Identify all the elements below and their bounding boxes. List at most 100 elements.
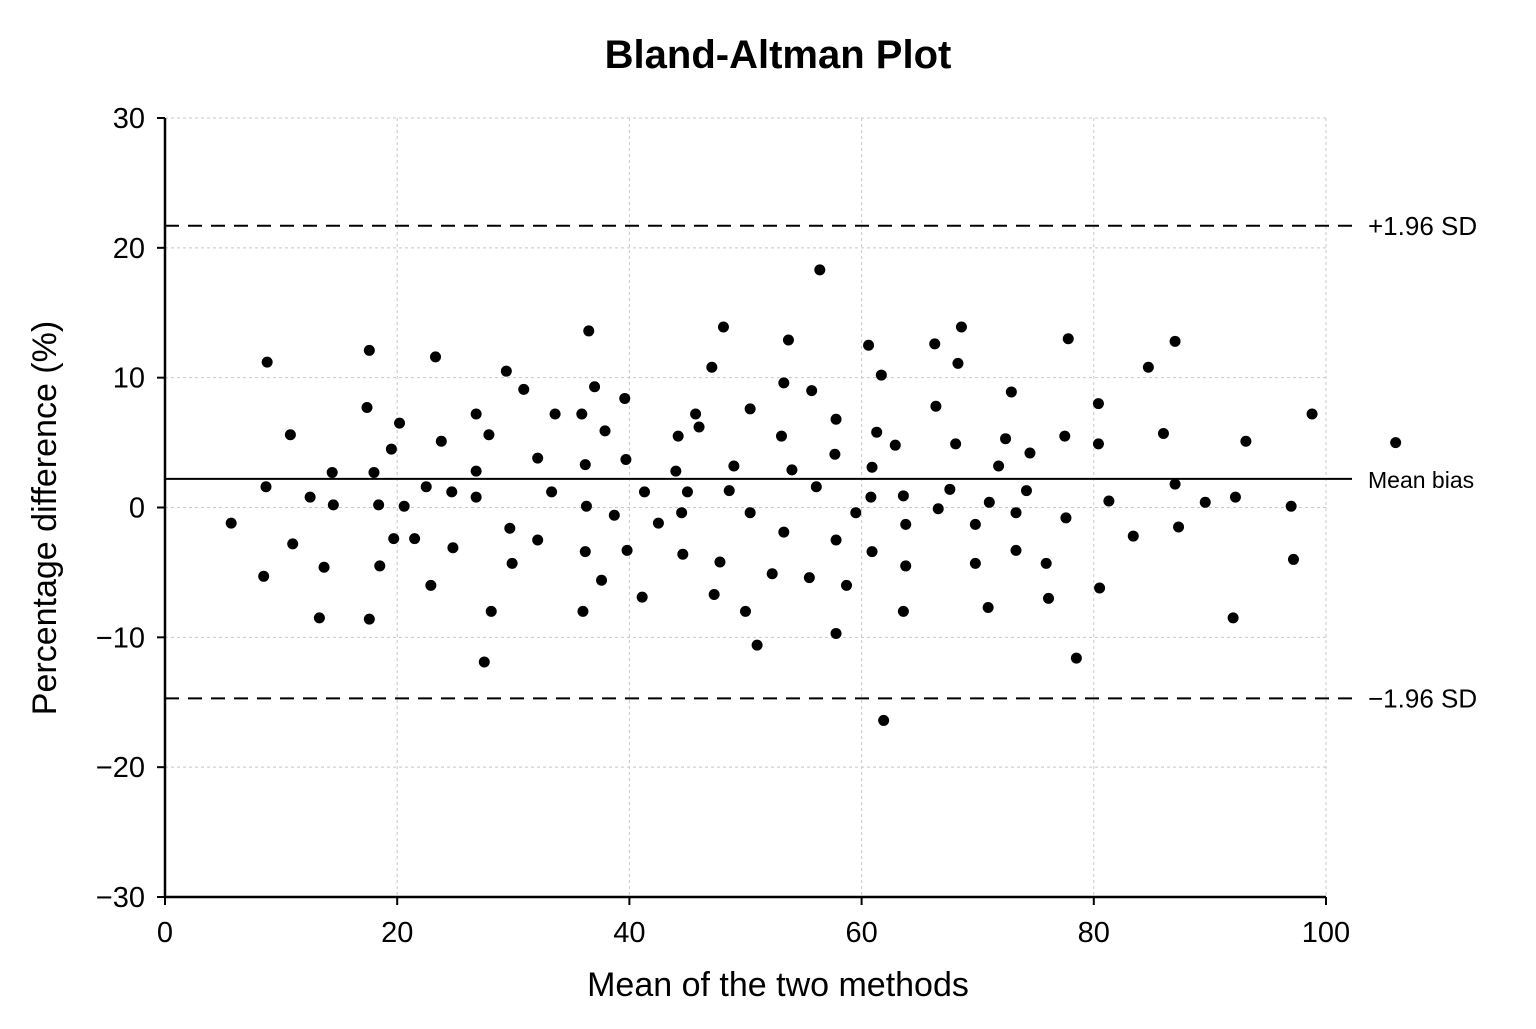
data-point <box>829 448 841 460</box>
data-point <box>810 481 822 493</box>
data-point <box>619 392 631 404</box>
data-point <box>385 443 397 455</box>
y-tick-label: 10 <box>113 363 145 395</box>
data-point <box>677 548 689 560</box>
data-point <box>672 430 684 442</box>
data-point <box>518 383 530 395</box>
data-point <box>326 466 338 478</box>
data-point <box>583 325 595 337</box>
mean-bias-label: Mean bias <box>1368 467 1474 493</box>
data-point <box>766 568 778 580</box>
data-point <box>830 534 842 546</box>
data-point <box>744 507 756 519</box>
data-point <box>368 466 380 478</box>
data-point <box>394 417 406 429</box>
x-tick-label: 100 <box>1302 917 1350 949</box>
data-point <box>950 438 962 450</box>
data-point <box>485 605 497 617</box>
data-point <box>470 491 482 503</box>
data-point <box>435 435 447 447</box>
data-point <box>1173 521 1185 533</box>
x-tick-label: 60 <box>845 917 877 949</box>
data-point <box>806 385 818 397</box>
data-point <box>900 518 912 530</box>
data-point <box>1169 478 1181 490</box>
data-point <box>900 560 912 572</box>
data-point <box>1287 553 1299 565</box>
data-point <box>373 499 385 511</box>
data-point <box>897 490 909 502</box>
data-point <box>782 334 794 346</box>
data-point <box>304 491 316 503</box>
data-point <box>871 426 883 438</box>
x-axis-label: Mean of the two methods <box>587 966 969 1004</box>
data-point <box>363 344 375 356</box>
data-point <box>638 486 650 498</box>
data-point <box>327 499 339 511</box>
data-point <box>723 485 735 497</box>
data-point <box>549 408 561 420</box>
data-point <box>470 408 482 420</box>
data-point <box>866 461 878 473</box>
y-tick-label: 30 <box>113 103 145 135</box>
y-axis-label: Percentage difference (%) <box>26 321 64 715</box>
data-point <box>1285 500 1297 512</box>
data-point <box>969 557 981 569</box>
data-point <box>478 656 490 668</box>
data-point <box>532 534 544 546</box>
lower-limit-label: −1.96 SD <box>1368 683 1477 713</box>
data-point <box>506 557 518 569</box>
data-point <box>830 627 842 639</box>
x-tick-label: 0 <box>157 917 173 949</box>
data-point <box>1092 438 1104 450</box>
data-point <box>636 591 648 603</box>
data-point <box>409 533 421 545</box>
data-point <box>225 517 237 529</box>
data-point <box>875 369 887 381</box>
data-point <box>1142 361 1154 373</box>
data-point <box>1306 408 1318 420</box>
grid-lines <box>165 117 1327 897</box>
x-tick-label: 40 <box>613 917 645 949</box>
data-point <box>751 639 763 651</box>
data-point <box>1094 582 1106 594</box>
data-point <box>1062 333 1074 345</box>
data-point <box>955 321 967 333</box>
data-point <box>932 503 944 515</box>
data-point <box>708 588 720 600</box>
y-tick-label: 20 <box>113 233 145 265</box>
data-point <box>841 579 853 591</box>
data-point <box>690 408 702 420</box>
data-point <box>1060 512 1072 524</box>
data-point <box>693 421 705 433</box>
data-point <box>983 496 995 508</box>
data-point <box>287 538 299 550</box>
data-point <box>546 486 558 498</box>
data-point <box>1103 495 1115 507</box>
data-point <box>969 518 981 530</box>
reference-lines: +1.96 SD Mean bias −1.96 SD <box>165 211 1477 713</box>
data-point <box>1227 612 1239 624</box>
data-point <box>714 556 726 568</box>
data-point <box>500 365 512 377</box>
tick-labels: 0 20 40 60 80 100 −30 −20 −10 0 10 20 30 <box>96 103 1350 949</box>
data-point <box>775 430 787 442</box>
data-point <box>778 377 790 389</box>
x-tick-label: 20 <box>381 917 413 949</box>
data-point <box>865 491 877 503</box>
data-point <box>1169 335 1181 347</box>
data-point <box>318 561 330 573</box>
data-point <box>1127 530 1139 542</box>
data-point <box>1020 485 1032 497</box>
data-point <box>579 459 591 471</box>
data-point <box>681 486 693 498</box>
data-point <box>577 605 589 617</box>
data-point <box>447 542 459 554</box>
data-point <box>803 572 815 584</box>
data-point <box>258 570 270 582</box>
data-point <box>1040 557 1052 569</box>
data-point <box>1229 491 1241 503</box>
y-tick-label: −10 <box>96 622 145 654</box>
data-point <box>1005 386 1017 398</box>
data-point <box>1390 437 1402 449</box>
